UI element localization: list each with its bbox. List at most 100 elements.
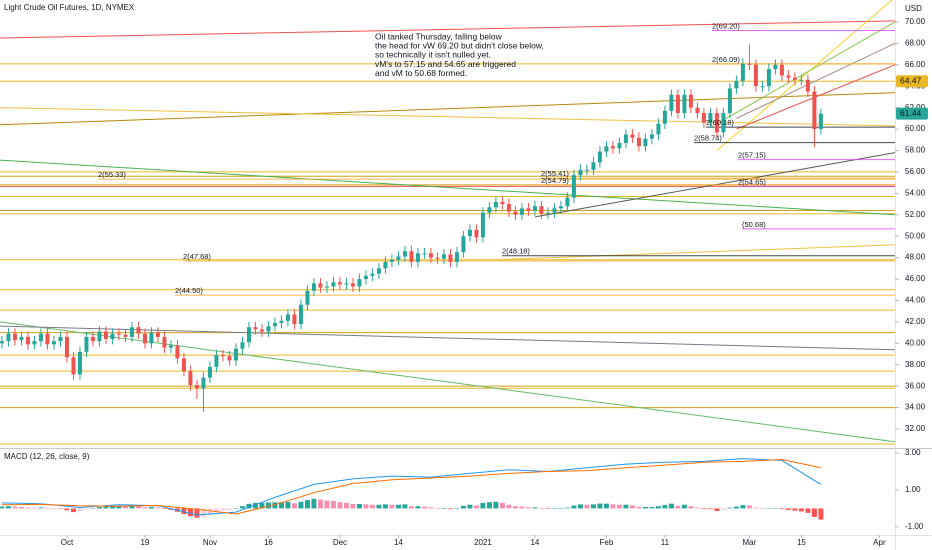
chart-title: Light Crude Oil Futures, 1D, NYMEX (4, 3, 135, 12)
histogram-bar (512, 506, 518, 509)
candle-body (51, 341, 56, 345)
candle-body (175, 345, 180, 359)
candle-body (734, 80, 739, 89)
candle-body (584, 169, 589, 171)
histogram-bar (265, 502, 271, 509)
histogram-bar (44, 508, 50, 509)
histogram-bar (590, 504, 596, 509)
histogram-bar (545, 508, 551, 509)
y-tick-label: 58.00 (905, 146, 926, 155)
trend-line (0, 107, 896, 127)
candle-body (383, 261, 388, 269)
candle-body (799, 79, 804, 81)
candle-body (376, 268, 381, 274)
candle-body (246, 327, 251, 343)
candle-body (116, 333, 121, 335)
histogram-bar (759, 508, 765, 509)
candle-body (311, 283, 316, 291)
histogram-bar (649, 506, 655, 509)
histogram-bar (135, 506, 141, 509)
candle-body (552, 208, 557, 213)
price-badge (896, 107, 928, 120)
histogram-bar (5, 506, 11, 509)
candle-body (123, 334, 128, 337)
candle-body (344, 283, 349, 285)
annotation-line: Oil tanked Thursday, falling below (375, 31, 503, 41)
histogram-bar (571, 505, 577, 509)
candle-body (675, 94, 680, 114)
histogram-bar (161, 508, 167, 509)
histogram-bar (753, 507, 759, 509)
histogram-bar (772, 508, 778, 509)
histogram-bar (675, 505, 681, 509)
histogram-bar (57, 508, 63, 509)
histogram-bar (655, 506, 661, 509)
histogram-bar (564, 507, 570, 509)
histogram-bar (629, 505, 635, 509)
level-label: 2(48.18) (502, 247, 530, 256)
histogram-bar (90, 508, 96, 509)
candle-body (662, 110, 667, 124)
x-tick-label: 19 (140, 538, 149, 547)
candle-body (71, 357, 76, 375)
candle-body (97, 331, 102, 342)
trend-line (495, 244, 896, 261)
y-tick-label: 32.00 (905, 424, 926, 433)
candle-body (519, 208, 524, 215)
candle-body (305, 290, 310, 305)
candle-body (318, 283, 323, 288)
histogram-bar (324, 500, 330, 509)
candle-body (129, 327, 134, 337)
candle-body (396, 256, 401, 260)
histogram-bar (200, 508, 206, 517)
histogram-bar (272, 502, 278, 509)
candle-body (188, 371, 193, 386)
candle-body (448, 254, 453, 262)
candle-body (688, 94, 693, 108)
macd-line (1, 458, 822, 516)
candle-body (90, 336, 95, 342)
histogram-bar (64, 508, 70, 511)
level-label: 2(55.33) (98, 170, 126, 179)
histogram-bar (304, 500, 310, 509)
candle-body (149, 332, 154, 344)
candle-body (58, 336, 63, 342)
histogram-bar (610, 504, 616, 509)
candle-body (45, 333, 50, 345)
candle-body (435, 257, 440, 259)
histogram-bar (38, 507, 44, 509)
histogram-bar (493, 501, 499, 509)
histogram-bar (337, 502, 343, 509)
candle-body (701, 113, 706, 123)
candle-body (422, 253, 427, 255)
candle-body (812, 91, 817, 130)
candle-body (409, 251, 414, 262)
x-tick-label: 2021 (474, 538, 492, 547)
candle-body (77, 351, 82, 375)
y-tick-label: 56.00 (905, 167, 926, 176)
level-label: 2(44.50) (175, 286, 203, 295)
histogram-bar (83, 508, 89, 510)
x-tick-label: Nov (203, 538, 217, 547)
candle-body (682, 94, 687, 114)
candle-body (240, 342, 245, 349)
histogram-bar (259, 502, 265, 509)
candle-body (84, 336, 89, 352)
price-badge-label: 64.47 (900, 75, 922, 85)
annotation-line: and vM to 50.68 formed. (375, 68, 467, 78)
candle-body (350, 283, 355, 287)
histogram-bar (447, 508, 453, 510)
histogram-bar (662, 505, 668, 509)
y-tick-label: 52.00 (905, 210, 926, 219)
histogram-bar (421, 506, 427, 509)
histogram-bar (428, 507, 434, 509)
histogram-bar (642, 506, 648, 509)
histogram-bar (25, 507, 31, 509)
candle-body (454, 252, 459, 262)
histogram-bar (681, 504, 687, 509)
histogram-bar (603, 503, 609, 509)
histogram-bar (551, 508, 557, 509)
candle-body (513, 211, 518, 215)
trend-line (736, 42, 896, 119)
